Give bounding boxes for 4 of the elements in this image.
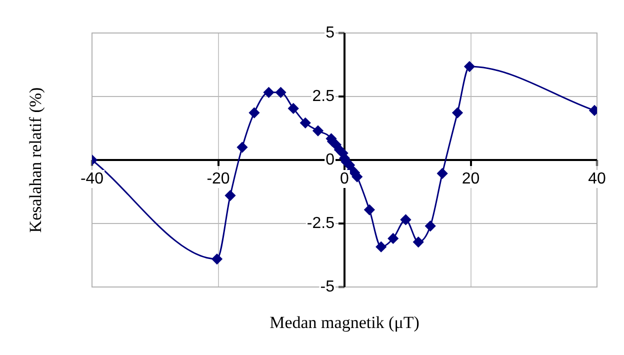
y-tick-label: -5 [320, 278, 335, 296]
x-axis-title: Medan magnetik (μT) [268, 313, 420, 333]
y-axis-title: Kesalahan relatif (%) [26, 87, 46, 233]
y-tick-label: 5 [326, 24, 335, 42]
